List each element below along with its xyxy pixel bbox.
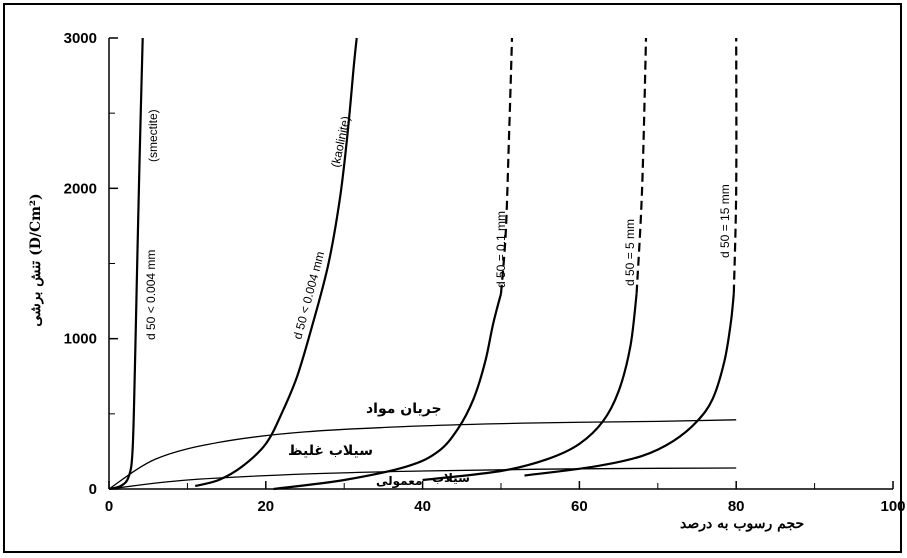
series-line bbox=[108, 467, 737, 490]
label-smectite-d50: d 50 < 0.004 mm bbox=[144, 250, 158, 340]
label-d50-15: d 50 = 15 mm bbox=[718, 184, 732, 258]
series-line bbox=[108, 37, 144, 491]
x-tick-label: 80 bbox=[728, 498, 745, 515]
x-tick-label: 0 bbox=[105, 498, 113, 515]
series-line bbox=[194, 37, 358, 488]
label-smectite: (smectite) bbox=[146, 109, 160, 162]
series-line-solid bbox=[273, 293, 503, 491]
x-tick-label: 100 bbox=[880, 498, 905, 515]
label-normal-flood-2: سیلاب bbox=[432, 471, 470, 485]
x-axis-title: حجم رسوب به درصد bbox=[680, 516, 804, 532]
series-line-solid bbox=[524, 293, 735, 477]
label-d50-5: d 50 = 5 mm bbox=[623, 219, 637, 286]
label-hyperconcentrated-flow: سیلاب غلیظ bbox=[288, 443, 373, 459]
y-axis-title: تنش برشی (D/Cm²) bbox=[28, 193, 44, 326]
series-line-dashed bbox=[499, 37, 514, 294]
y-tick-label: 3000 bbox=[64, 30, 97, 47]
y-tick-label: 1000 bbox=[64, 331, 97, 348]
series-line-dashed bbox=[635, 37, 648, 294]
series-line bbox=[108, 419, 737, 490]
label-debris-flow: جریان مواد bbox=[366, 401, 442, 417]
x-tick-label: 40 bbox=[414, 498, 431, 515]
series-line-solid bbox=[422, 293, 638, 482]
x-tick-label: 60 bbox=[571, 498, 588, 515]
label-normal-flood-1: معمولی bbox=[376, 474, 422, 489]
curves-group bbox=[108, 37, 738, 491]
x-tick-label: 20 bbox=[257, 498, 274, 515]
y-tick-label: 2000 bbox=[64, 180, 97, 197]
series-line-dashed bbox=[732, 37, 738, 294]
chart-frame bbox=[3, 3, 902, 553]
label-d50-01: d 50 = 0.1 mm bbox=[494, 211, 508, 288]
y-tick-label: 0 bbox=[89, 481, 97, 498]
label-kaolinite: (kaolinite) bbox=[328, 115, 353, 169]
